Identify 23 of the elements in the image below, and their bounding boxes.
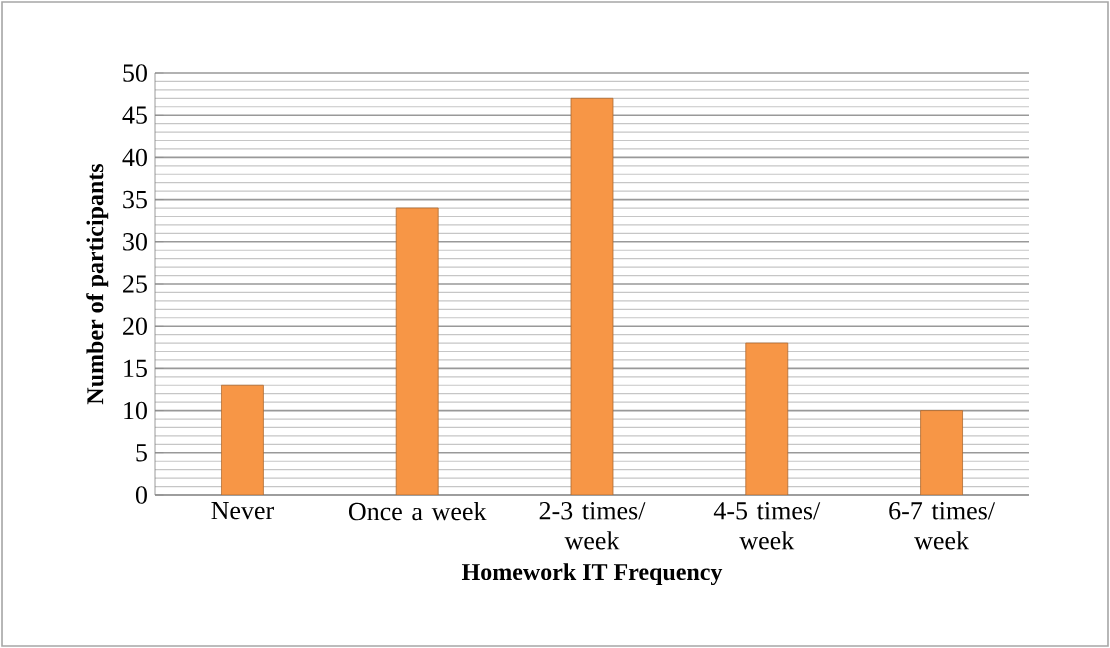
x-tick-label: 6-7 times/ week bbox=[889, 502, 996, 550]
x-tick-label: Once a week bbox=[348, 502, 487, 521]
bar bbox=[920, 410, 963, 495]
y-tick-label: 50 bbox=[123, 64, 147, 82]
bar bbox=[570, 97, 614, 495]
x-tick-label: 2-3 times/ week bbox=[539, 502, 646, 550]
y-tick-label: 35 bbox=[123, 190, 147, 209]
y-tick-label: 10 bbox=[124, 401, 147, 420]
bar bbox=[395, 207, 439, 495]
bar bbox=[221, 384, 264, 495]
x-tick-label: 4-5 times/ week bbox=[713, 502, 821, 550]
y-tick-label: 40 bbox=[122, 148, 147, 167]
x-tick-label: Never bbox=[211, 502, 274, 520]
y-tick-label: 0 bbox=[135, 486, 147, 504]
y-tick-label: 20 bbox=[123, 317, 147, 335]
y-tick-label: 45 bbox=[122, 106, 147, 124]
y-axis-title: Number of participants bbox=[86, 163, 109, 405]
y-tick-label: 15 bbox=[124, 359, 147, 378]
y-tick-label: 5 bbox=[136, 444, 147, 462]
x-axis-title: Homework IT Frequency bbox=[461, 563, 723, 586]
y-tick-label: 30 bbox=[123, 233, 147, 251]
y-tick-label: 25 bbox=[123, 275, 147, 293]
bar bbox=[745, 342, 789, 495]
